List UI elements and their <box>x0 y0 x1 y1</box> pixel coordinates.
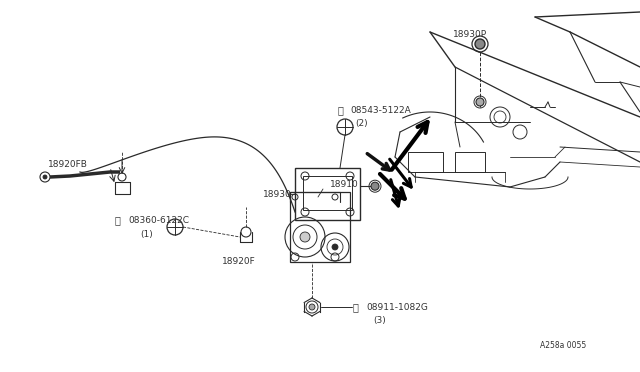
Circle shape <box>475 39 485 49</box>
Circle shape <box>300 232 310 242</box>
Text: 18930P: 18930P <box>453 29 487 38</box>
Circle shape <box>476 98 484 106</box>
Text: (3): (3) <box>373 315 386 324</box>
Bar <box>455 152 485 172</box>
Circle shape <box>371 182 379 190</box>
Circle shape <box>309 304 315 310</box>
Text: 08360-6122C: 08360-6122C <box>128 215 189 224</box>
Text: 18920F: 18920F <box>222 257 256 266</box>
Text: Ⓝ: Ⓝ <box>353 302 359 312</box>
Text: Ⓢ: Ⓢ <box>115 215 121 225</box>
Bar <box>408 152 443 172</box>
Text: 18910: 18910 <box>330 180 359 189</box>
Text: A258a 0055: A258a 0055 <box>540 340 586 350</box>
Text: 08543-5122A: 08543-5122A <box>350 106 411 115</box>
Text: (1): (1) <box>140 230 153 238</box>
Text: 18920FB: 18920FB <box>48 160 88 169</box>
Text: 18930: 18930 <box>263 189 292 199</box>
Text: 08911-1082G: 08911-1082G <box>366 302 428 311</box>
Bar <box>290 192 350 262</box>
Bar <box>295 168 360 220</box>
Circle shape <box>43 175 47 179</box>
Circle shape <box>332 244 338 250</box>
Text: Ⓢ: Ⓢ <box>338 105 344 115</box>
Text: (2): (2) <box>355 119 367 128</box>
Bar <box>303 176 352 210</box>
